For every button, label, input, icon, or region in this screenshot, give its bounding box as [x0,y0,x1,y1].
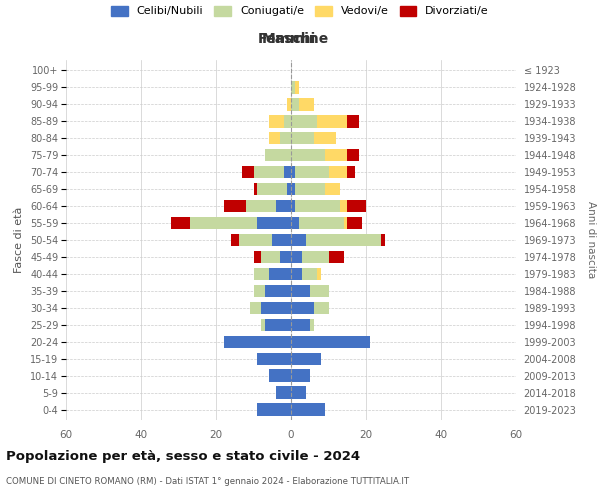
Bar [291,302,314,314]
Bar [261,250,280,264]
Bar [246,200,276,212]
Bar [265,318,291,332]
Bar [347,148,359,162]
Bar [254,284,265,298]
Y-axis label: Fasce di età: Fasce di età [14,207,25,273]
Bar [317,115,347,128]
Text: Femmine: Femmine [258,32,329,46]
Bar [291,352,321,365]
Bar [254,268,269,280]
Bar [314,302,329,314]
Bar [265,148,291,162]
Bar [299,98,314,110]
Bar [287,98,291,110]
Y-axis label: Anni di nascita: Anni di nascita [586,202,596,278]
Bar [223,336,291,348]
Bar [223,200,246,212]
Bar [295,182,325,196]
Bar [291,404,325,416]
Bar [276,386,291,399]
Bar [254,250,261,264]
Bar [291,132,314,144]
Bar [190,216,257,230]
Bar [310,318,314,332]
Bar [291,234,306,246]
Bar [325,148,347,162]
Bar [291,370,310,382]
Bar [310,284,329,298]
Bar [291,250,302,264]
Text: COMUNE DI CINETO ROMANO (RM) - Dati ISTAT 1° gennaio 2024 - Elaborazione TUTTITA: COMUNE DI CINETO ROMANO (RM) - Dati ISTA… [6,478,409,486]
Bar [269,268,291,280]
Text: Maschi: Maschi [262,32,316,46]
Bar [302,268,317,280]
Bar [306,234,381,246]
Bar [269,115,284,128]
Bar [242,166,254,178]
Bar [291,166,295,178]
Bar [276,200,291,212]
Bar [280,132,291,144]
Bar [287,182,291,196]
Bar [261,318,265,332]
Bar [291,182,295,196]
Bar [340,200,347,212]
Bar [284,115,291,128]
Bar [254,166,284,178]
Bar [302,250,329,264]
Bar [295,200,340,212]
Bar [257,352,291,365]
Bar [291,98,299,110]
Bar [291,216,299,230]
Bar [269,370,291,382]
Bar [261,302,291,314]
Bar [329,166,347,178]
Bar [343,216,347,230]
Bar [280,250,291,264]
Bar [347,166,355,178]
Bar [295,166,329,178]
Bar [347,115,359,128]
Legend: Celibi/Nubili, Coniugati/e, Vedovi/e, Divorziati/e: Celibi/Nubili, Coniugati/e, Vedovi/e, Di… [111,6,489,16]
Bar [257,404,291,416]
Bar [347,200,366,212]
Bar [295,81,299,94]
Bar [239,234,272,246]
Bar [317,268,321,280]
Bar [269,132,280,144]
Bar [291,284,310,298]
Bar [314,132,336,144]
Bar [291,148,325,162]
Bar [250,302,261,314]
Bar [291,81,295,94]
Bar [291,200,295,212]
Bar [381,234,385,246]
Bar [325,182,340,196]
Bar [347,216,362,230]
Bar [171,216,190,230]
Bar [329,250,343,264]
Bar [284,166,291,178]
Bar [254,182,257,196]
Bar [265,284,291,298]
Bar [291,318,310,332]
Bar [299,216,343,230]
Bar [291,115,317,128]
Bar [257,182,287,196]
Bar [272,234,291,246]
Bar [231,234,239,246]
Bar [291,268,302,280]
Text: Popolazione per età, sesso e stato civile - 2024: Popolazione per età, sesso e stato civil… [6,450,360,463]
Bar [257,216,291,230]
Bar [291,336,370,348]
Bar [291,386,306,399]
